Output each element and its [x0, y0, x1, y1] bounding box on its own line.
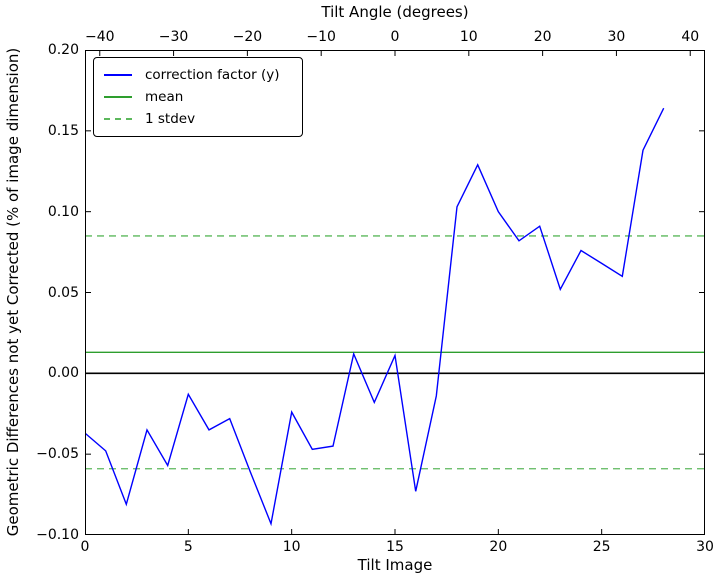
legend-line-sample-blue	[104, 74, 132, 76]
top-x-tick-label: 10	[459, 29, 478, 45]
y-tick-label: 0.15	[47, 122, 79, 139]
x-tick-label: 20	[489, 539, 508, 555]
legend-label: 1 stdev	[145, 111, 196, 127]
x-tick-label: 25	[592, 539, 611, 555]
y-tick-label: 0.10	[47, 203, 79, 220]
top-x-tick-label: −40	[84, 29, 115, 45]
legend-label: mean	[145, 89, 184, 105]
plot-area	[85, 50, 705, 535]
x-axis-title: Tilt Image	[357, 556, 433, 574]
top-x-tick-label: 40	[681, 29, 700, 45]
top-x-tick-label: −10	[306, 29, 336, 45]
top-x-tick-label: 0	[390, 29, 400, 45]
legend-entry-mean: mean	[104, 86, 292, 108]
y-tick-label: 0.00	[47, 365, 79, 382]
legend-line-sample-green-dashed	[104, 118, 132, 120]
y-tick-label: 0.20	[47, 42, 79, 58]
series-correction-factor-y-	[85, 107, 665, 527]
legend-label: correction factor (y)	[145, 67, 280, 83]
x-tick-label: 10	[282, 539, 301, 555]
top-x-tick-label: −20	[232, 29, 263, 45]
legend-line-sample-green-solid	[104, 96, 132, 98]
y-tick-label: 0.05	[47, 284, 79, 301]
y-tick-label: −0.05	[36, 446, 79, 463]
x-tick-label: 5	[183, 539, 193, 555]
x-tick-label: 15	[386, 539, 404, 555]
x-tick-label: 30	[696, 539, 714, 555]
legend-entry-correction-factor: correction factor (y)	[104, 64, 292, 86]
axes-frame	[85, 50, 705, 535]
legend-entry-stdev: 1 stdev	[104, 108, 292, 130]
y-tick-label: −0.10	[36, 527, 79, 543]
x-tick-label: 0	[80, 539, 90, 555]
y-axis-title: Geometric Differences not yet Corrected …	[4, 47, 22, 537]
top-x-tick-label: 20	[533, 29, 552, 45]
legend: correction factor (y) mean 1 stdev	[93, 57, 303, 137]
top-x-axis-title: Tilt Angle (degrees)	[321, 3, 469, 21]
top-x-tick-label: 30	[607, 29, 626, 45]
top-x-tick-label: −30	[158, 29, 189, 45]
chart-canvas	[85, 50, 705, 535]
